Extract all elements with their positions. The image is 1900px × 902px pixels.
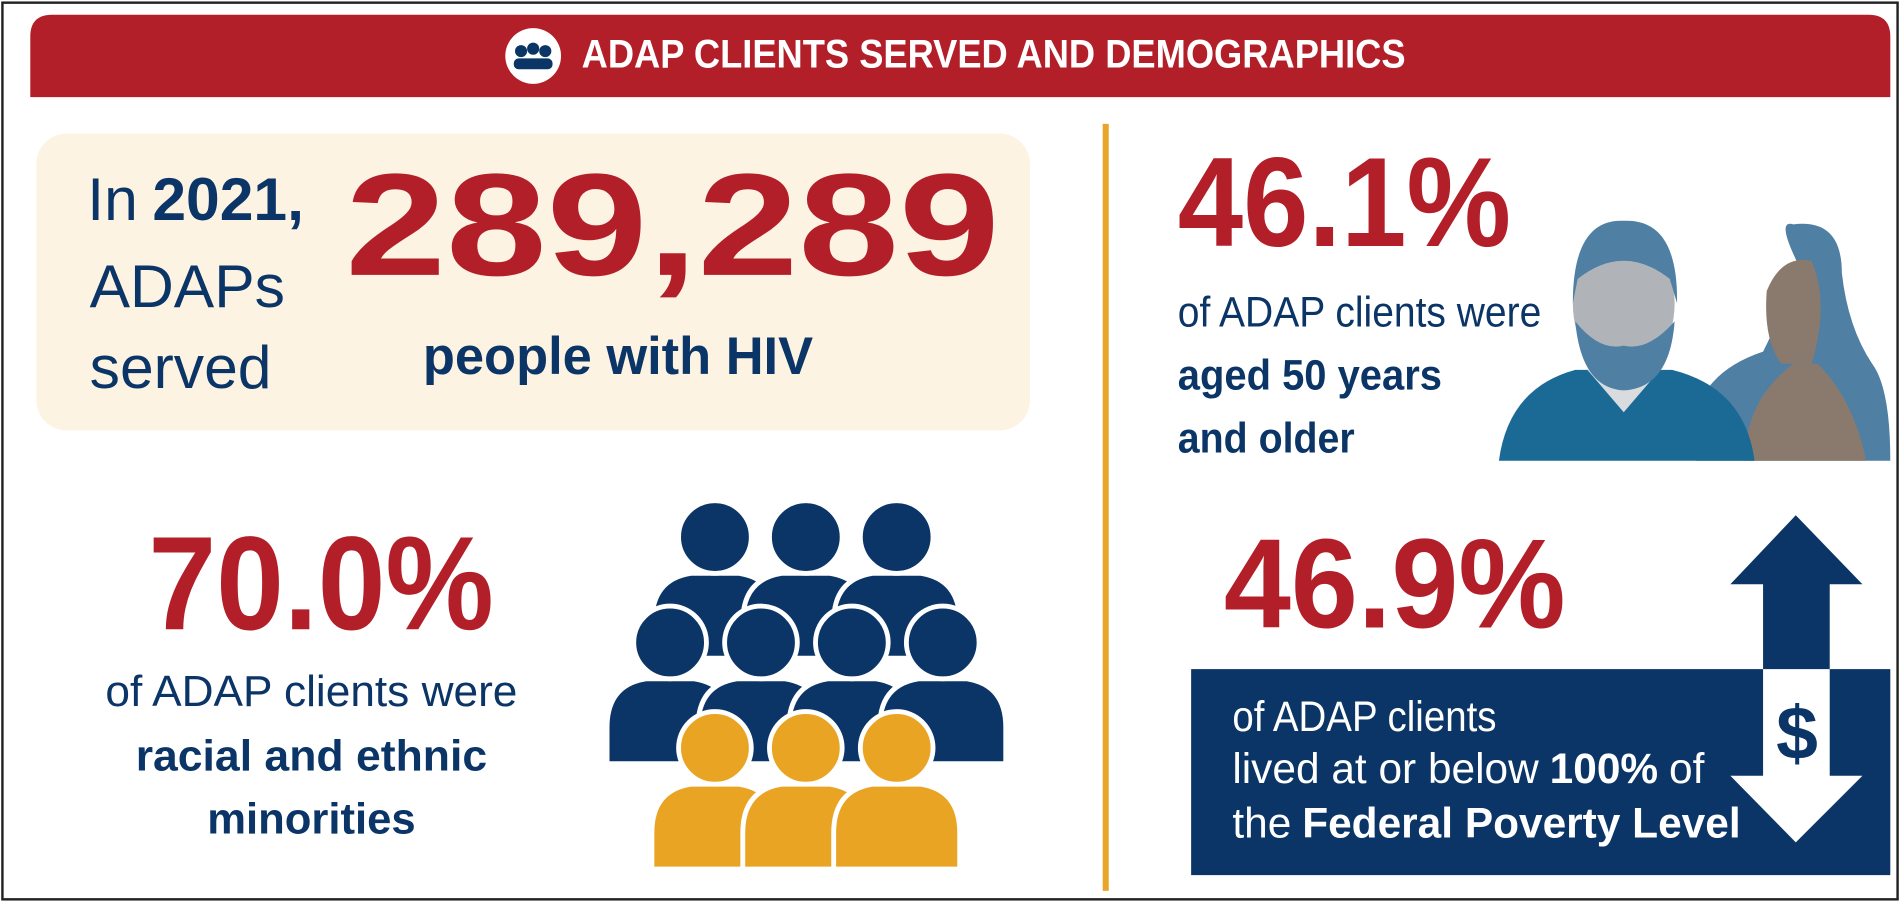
arrow-up (1730, 515, 1863, 670)
person-body (831, 781, 963, 872)
minorities-line3: minorities (207, 795, 415, 843)
person-head (903, 603, 982, 682)
served-line3: served (90, 333, 272, 401)
served-line2: ADAPs (90, 252, 285, 320)
header-bar (30, 14, 1891, 98)
served-box (36, 133, 1030, 431)
minorities-line1: of ADAP clients were (105, 668, 517, 716)
person-head (767, 498, 845, 576)
person-head (676, 709, 754, 787)
text: of (1669, 745, 1705, 792)
dollar-sign: $ (1776, 691, 1818, 775)
person-head (767, 709, 845, 787)
served-count: 289,289 (345, 143, 999, 306)
poverty-line3: the Federal Poverty Level (1232, 800, 1740, 847)
person-head (722, 603, 800, 682)
poverty-line1: of ADAP clients (1232, 693, 1496, 740)
divider (1102, 123, 1109, 891)
arrow-down (1730, 669, 1863, 843)
person-head (857, 498, 936, 576)
served-intro: In 2021, (87, 165, 304, 233)
person-head (631, 603, 709, 682)
minorities-line2: racial and ethnic (136, 732, 487, 780)
person-head (813, 603, 891, 682)
text: Federal Poverty Level (1302, 800, 1740, 847)
poverty-line2: lived at or below 100% of (1232, 745, 1704, 792)
year: 2021, (152, 165, 304, 233)
crowd-icon (604, 498, 1009, 872)
age-percent: 46.1% (1178, 131, 1511, 273)
text: lived at or below (1232, 745, 1539, 792)
text: the (1232, 800, 1291, 847)
age-line2: aged 50 years (1178, 351, 1442, 398)
header-icon-people (513, 42, 553, 70)
person-head (857, 709, 936, 787)
age-line3: and older (1178, 415, 1355, 462)
minorities-percent: 70.0% (148, 509, 493, 658)
poverty-percent: 46.9% (1224, 513, 1566, 655)
text: 100% (1550, 745, 1658, 792)
header-title: ADAP CLIENTS SERVED AND DEMOGRAPHICS (582, 33, 1406, 77)
age-line1: of ADAP clients were (1178, 288, 1542, 335)
header-icon (505, 28, 562, 84)
served-caption: people with HIV (423, 327, 814, 386)
people-icon (1498, 220, 1891, 461)
person-head (676, 498, 754, 576)
prefix: In (87, 165, 138, 233)
